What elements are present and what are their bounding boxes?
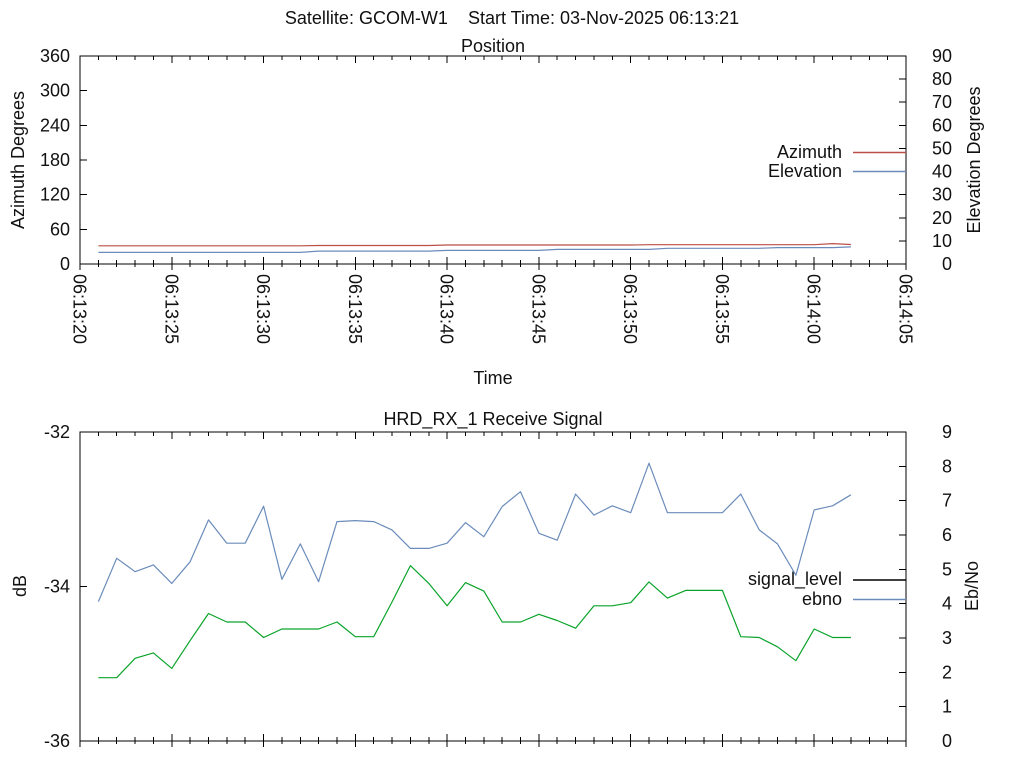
x-tick-label: 06:13:30 bbox=[253, 274, 273, 344]
y-right-tick-label: 20 bbox=[932, 208, 952, 228]
y-right-tick-label: 2 bbox=[942, 662, 952, 682]
y-left-tick-label: -32 bbox=[44, 422, 70, 442]
x-tick-label: 06:13:20 bbox=[70, 274, 90, 344]
y-left-tick-label: 300 bbox=[40, 81, 70, 101]
top-chart-title: Position bbox=[461, 36, 525, 56]
ebno-line bbox=[97, 462, 852, 602]
y-left-tick-label: -36 bbox=[44, 731, 70, 751]
y-right-tick-label: 90 bbox=[932, 46, 952, 66]
x-tick-label: 06:13:35 bbox=[345, 274, 365, 344]
y-left-tick-label: 120 bbox=[40, 185, 70, 205]
y-left-tick-label: 60 bbox=[50, 219, 70, 239]
y-right-tick-label: 1 bbox=[942, 697, 952, 717]
top-chart: Position Azimuth Degrees Elevation Degre… bbox=[8, 36, 984, 388]
legend-azimuth-label: Azimuth bbox=[777, 142, 842, 162]
legend-signal-level-label: signal_level bbox=[748, 569, 842, 590]
bottom-chart-title: HRD_RX_1 Receive Signal bbox=[383, 409, 602, 430]
y-right-tick-label: 70 bbox=[932, 92, 952, 112]
main-title: Satellite: GCOM-W1 Start Time: 03-Nov-20… bbox=[285, 8, 739, 28]
y-right-tick-label: 5 bbox=[942, 559, 952, 579]
signal_level-line bbox=[98, 564, 851, 679]
x-tick-label: 06:13:40 bbox=[437, 274, 457, 344]
ebno-axis-label: Eb/No bbox=[962, 561, 982, 611]
y-right-tick-label: 6 bbox=[942, 525, 952, 545]
y-right-tick-label: 7 bbox=[942, 491, 952, 511]
y-right-tick-label: 3 bbox=[942, 628, 952, 648]
y-right-tick-label: 9 bbox=[942, 422, 952, 442]
x-tick-label: 06:13:25 bbox=[161, 274, 181, 344]
y-right-tick-label: 10 bbox=[932, 231, 952, 251]
y-left-tick-label: 0 bbox=[60, 254, 70, 274]
y-right-tick-label: 4 bbox=[942, 594, 952, 614]
azimuth-line bbox=[98, 243, 851, 247]
y-right-tick-label: 0 bbox=[942, 731, 952, 751]
y-left-tick-label: 240 bbox=[40, 115, 70, 135]
y-right-tick-label: 40 bbox=[932, 162, 952, 182]
x-tick-label: 06:13:50 bbox=[620, 274, 640, 344]
x-tick-label: 06:13:45 bbox=[528, 274, 548, 344]
elevation-line bbox=[98, 246, 851, 253]
bottom-plot-area: -36 -34 -32 0 1 2 3 4 5 6 7 8 9 bbox=[44, 422, 952, 751]
y-right-tick-label: 30 bbox=[932, 185, 952, 205]
y-right-tick-label: 0 bbox=[942, 254, 952, 274]
bottom-chart: HRD_RX_1 Receive Signal dB Eb/No signal_… bbox=[10, 409, 982, 751]
top-plot-area: 06:13:20 06:13:25 06:13:30 06:13:35 06:13:40… bbox=[40, 46, 952, 344]
x-tick-label: 06:13:55 bbox=[712, 274, 732, 344]
x-tick-label: 06:14:00 bbox=[804, 274, 824, 344]
y-right-tick-label: 8 bbox=[942, 456, 952, 476]
y-left-tick-label: -34 bbox=[44, 577, 70, 597]
y-right-tick-label: 60 bbox=[932, 115, 952, 135]
y-right-tick-label: 80 bbox=[932, 69, 952, 89]
azimuth-axis-label: Azimuth Degrees bbox=[8, 91, 28, 229]
db-axis-label: dB bbox=[10, 575, 30, 597]
time-axis-label: Time bbox=[473, 368, 512, 388]
elevation-axis-label: Elevation Degrees bbox=[964, 86, 984, 233]
y-left-tick-label: 360 bbox=[40, 46, 70, 66]
legend-ebno-label: ebno bbox=[802, 589, 842, 609]
x-tick-label: 06:14:05 bbox=[896, 274, 916, 344]
legend-elevation-label: Elevation bbox=[768, 161, 842, 181]
y-left-tick-label: 180 bbox=[40, 150, 70, 170]
y-right-tick-label: 50 bbox=[932, 138, 952, 158]
